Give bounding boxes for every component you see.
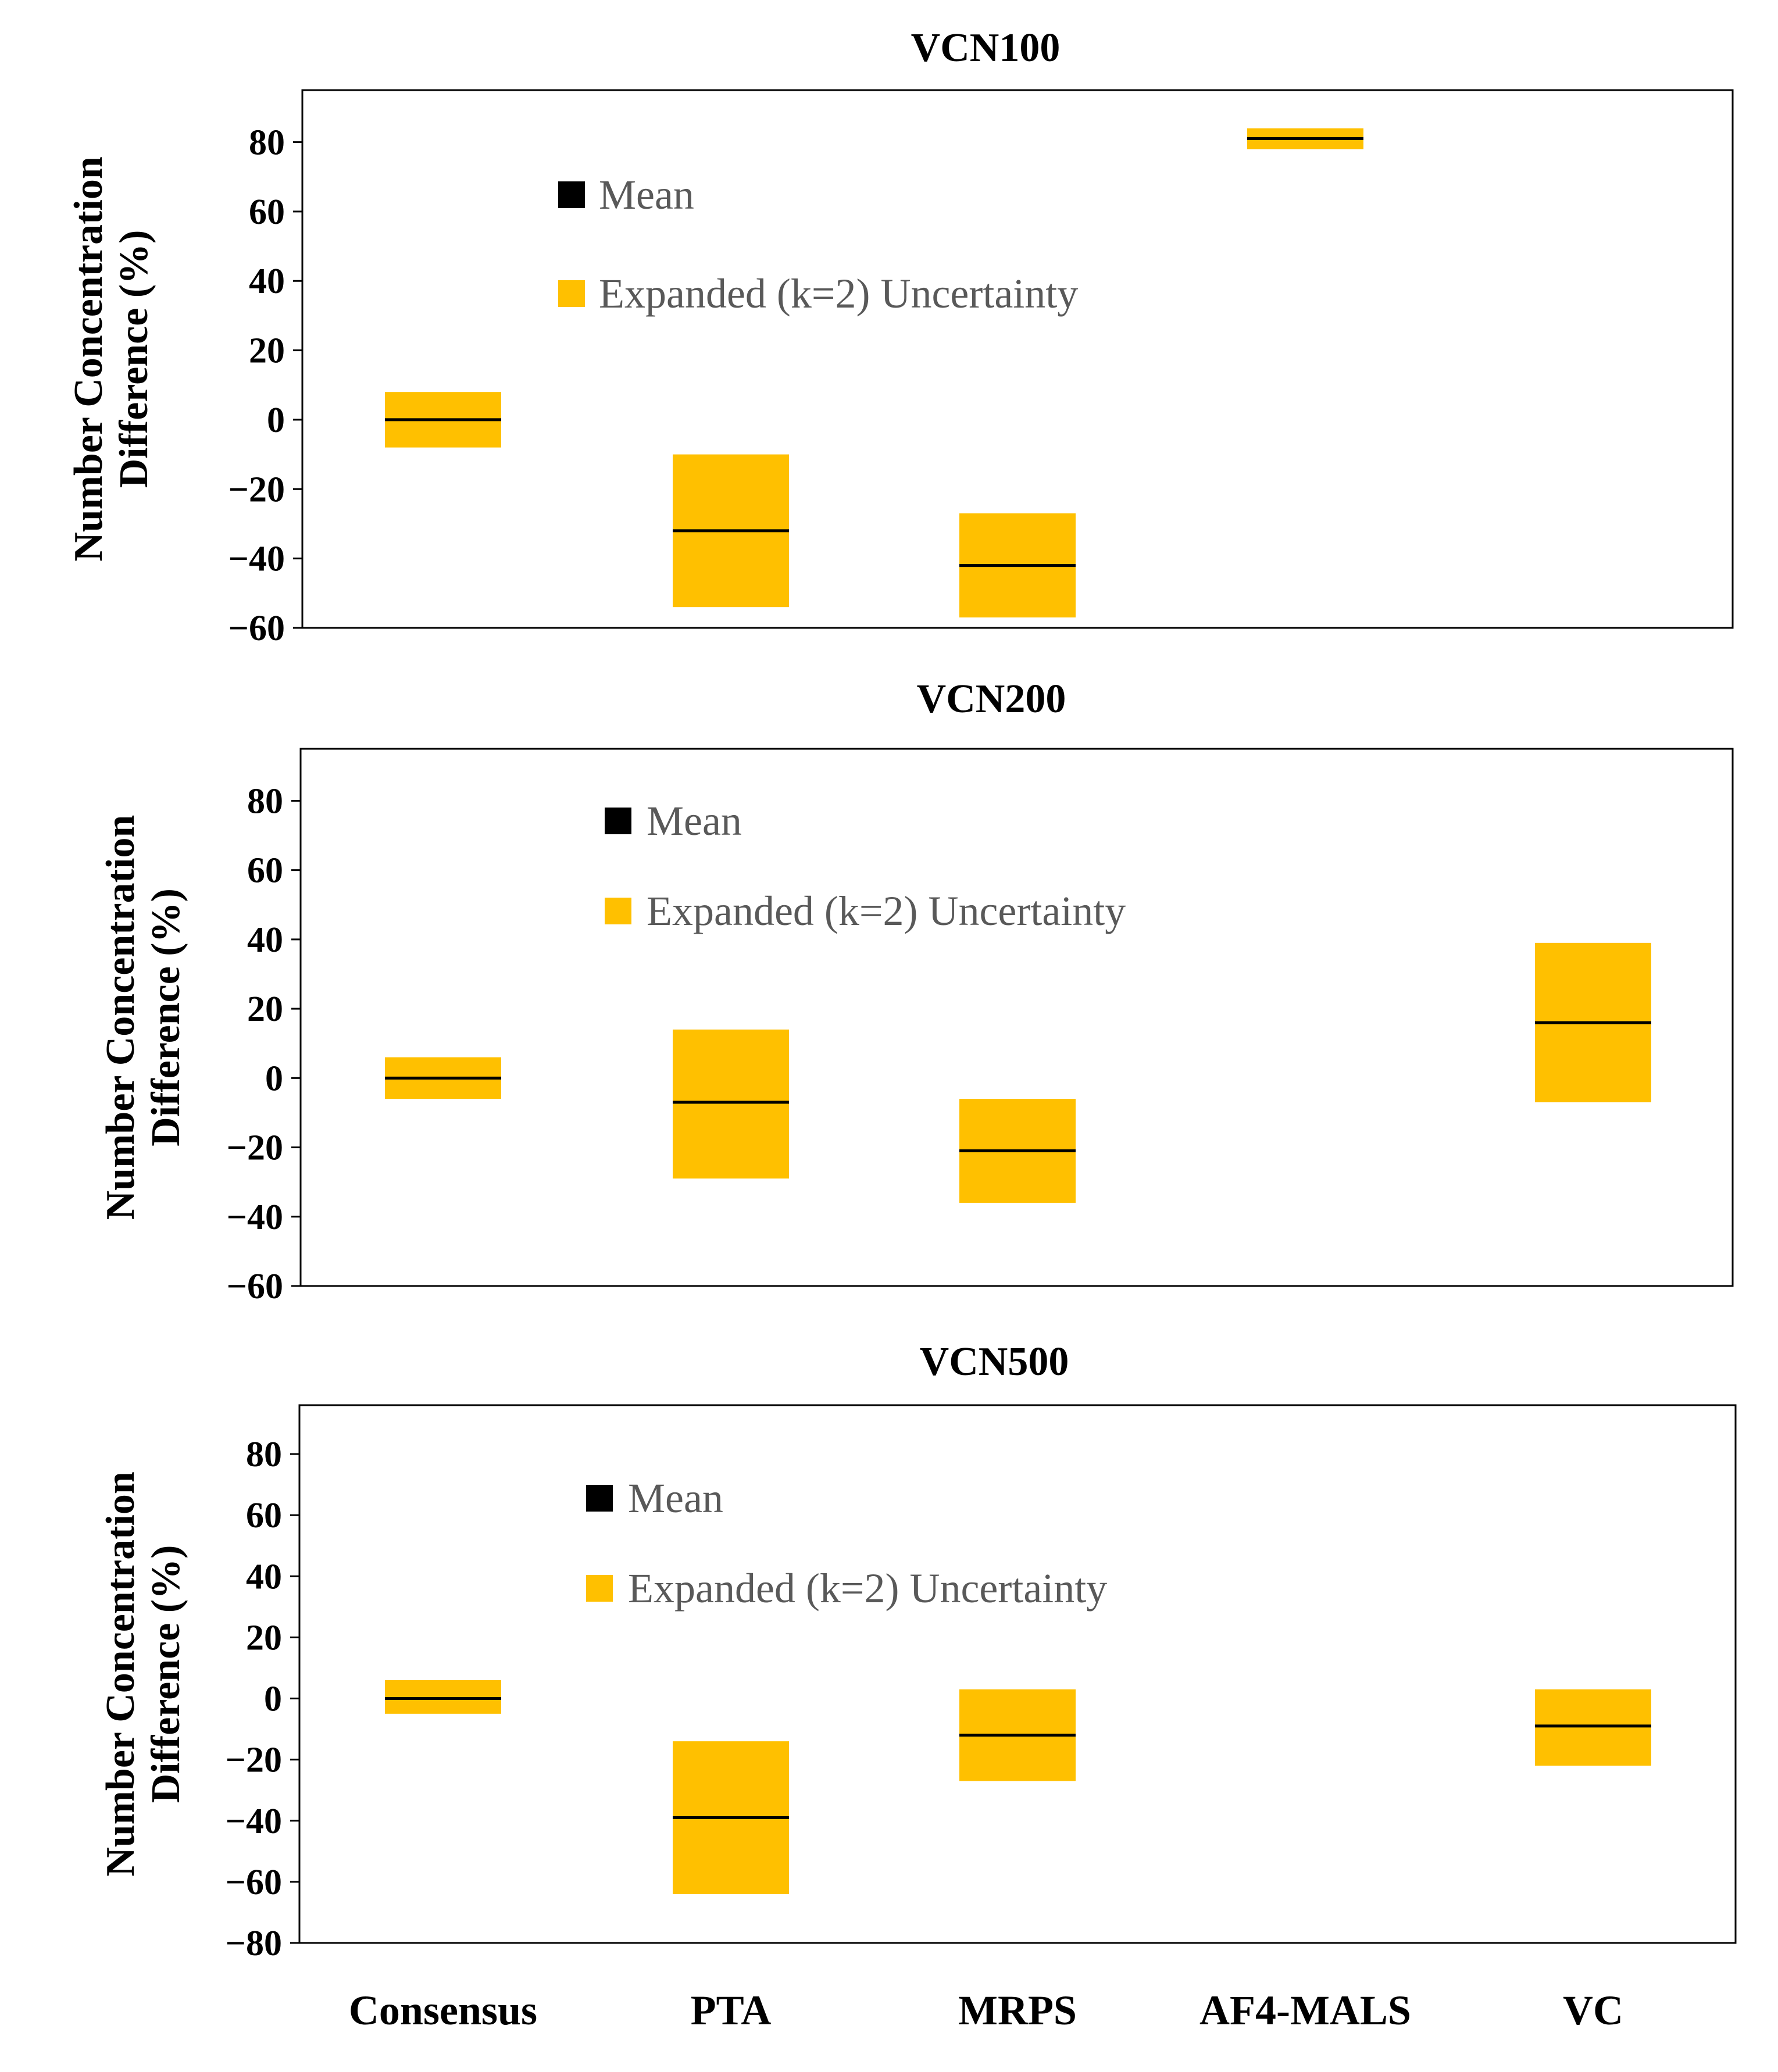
chart-title: VCN200 [917, 677, 1066, 721]
y-tick-label: 60 [249, 192, 285, 232]
charts-container: VCN100 80 60 40 20 0 −20 −40 −60 Number Concentra… [66, 26, 1737, 1963]
y-axis-label-line: Difference (%) [144, 1545, 188, 1803]
legend-mean-swatch [586, 1485, 613, 1512]
chart-vcn100: VCN100 80 60 40 20 0 −20 −40 −60 Number Concentra… [66, 26, 1734, 648]
y-tick-label: 20 [246, 1618, 282, 1657]
y-axis-label-line: Difference (%) [144, 888, 188, 1146]
y-tick-label: −80 [226, 1924, 282, 1963]
x-category-label: MRPS [958, 1987, 1077, 2034]
y-tick-label: −40 [227, 1198, 283, 1237]
y-tick-label: 0 [267, 401, 285, 440]
y-tick-label: 40 [246, 1557, 282, 1596]
chart-title: VCN500 [920, 1339, 1069, 1384]
uncertainty-bar-pta [673, 1029, 789, 1179]
uncertainty-bar-vc [1535, 1689, 1651, 1766]
uncertainty-bar-consensus [385, 1680, 501, 1714]
chart-vcn200: VCN200 80 60 40 20 0 −20 −40 −60 Number Concentra… [98, 677, 1734, 1306]
y-axis-label: Number ConcentrationDifference (%) [98, 1471, 188, 1877]
chart-vcn500: VCN500 80 60 40 20 0 −20 −40 −60 −80 Number Concen… [98, 1339, 1737, 1963]
legend-mean-swatch [558, 181, 585, 208]
y-tick-label: 60 [247, 851, 283, 891]
y-tick-label: −40 [226, 1802, 282, 1841]
y-tick-label: 20 [247, 989, 283, 1029]
legend-uncertainty-swatch [586, 1575, 613, 1602]
y-axis-label-line: Difference (%) [112, 230, 156, 488]
x-category-label: VC [1563, 1987, 1623, 2034]
y-tick-label: 0 [265, 1059, 283, 1098]
y-axis-label-line: Number Concentration [98, 815, 143, 1220]
y-tick-label: −60 [227, 1267, 283, 1306]
y-tick-label: −20 [226, 1741, 282, 1780]
plot-area [298, 1404, 1737, 1944]
legend-uncertainty-label: Expanded (k=2) Uncertainty [628, 1565, 1107, 1612]
x-axis-categories: Consensus PTA MRPS AF4-MALS VC [349, 1987, 1623, 2034]
legend-uncertainty-label: Expanded (k=2) Uncertainty [647, 888, 1126, 934]
legend-uncertainty-swatch [558, 280, 585, 307]
chart-title: VCN100 [911, 26, 1061, 70]
legend-mean-label: Mean [628, 1475, 723, 1521]
y-tick-label: 80 [247, 781, 283, 821]
x-category-label: PTA [691, 1987, 772, 2034]
legend-uncertainty-swatch [605, 898, 631, 924]
y-tick-label: −40 [229, 540, 285, 579]
y-tick-label: 80 [249, 123, 285, 163]
y-tick-label: −60 [229, 609, 285, 648]
y-tick-label: −60 [226, 1863, 282, 1902]
y-tick-label: 80 [246, 1435, 282, 1474]
y-axis-label-line: Number Concentration [98, 1471, 143, 1877]
y-tick-label: 0 [264, 1680, 282, 1719]
y-axis-label-line: Number Concentration [66, 156, 111, 562]
legend-mean-label: Mean [647, 798, 742, 844]
y-tick-label: 60 [246, 1496, 282, 1535]
y-tick-label: 20 [249, 331, 285, 371]
x-category-label: AF4-MALS [1199, 1987, 1411, 2034]
y-axis-label: Number ConcentrationDifference (%) [66, 156, 156, 562]
legend-mean-label: Mean [599, 172, 694, 218]
legend-uncertainty-label: Expanded (k=2) Uncertainty [599, 270, 1078, 317]
plot-area [299, 748, 1734, 1287]
y-tick-label: 40 [249, 262, 285, 301]
legend-mean-swatch [605, 808, 631, 834]
y-tick-label: −20 [227, 1128, 283, 1168]
y-tick-label: 40 [247, 920, 283, 960]
y-axis-label: Number ConcentrationDifference (%) [98, 815, 188, 1220]
x-category-label: Consensus [349, 1987, 537, 2034]
y-tick-label: −20 [229, 470, 285, 509]
